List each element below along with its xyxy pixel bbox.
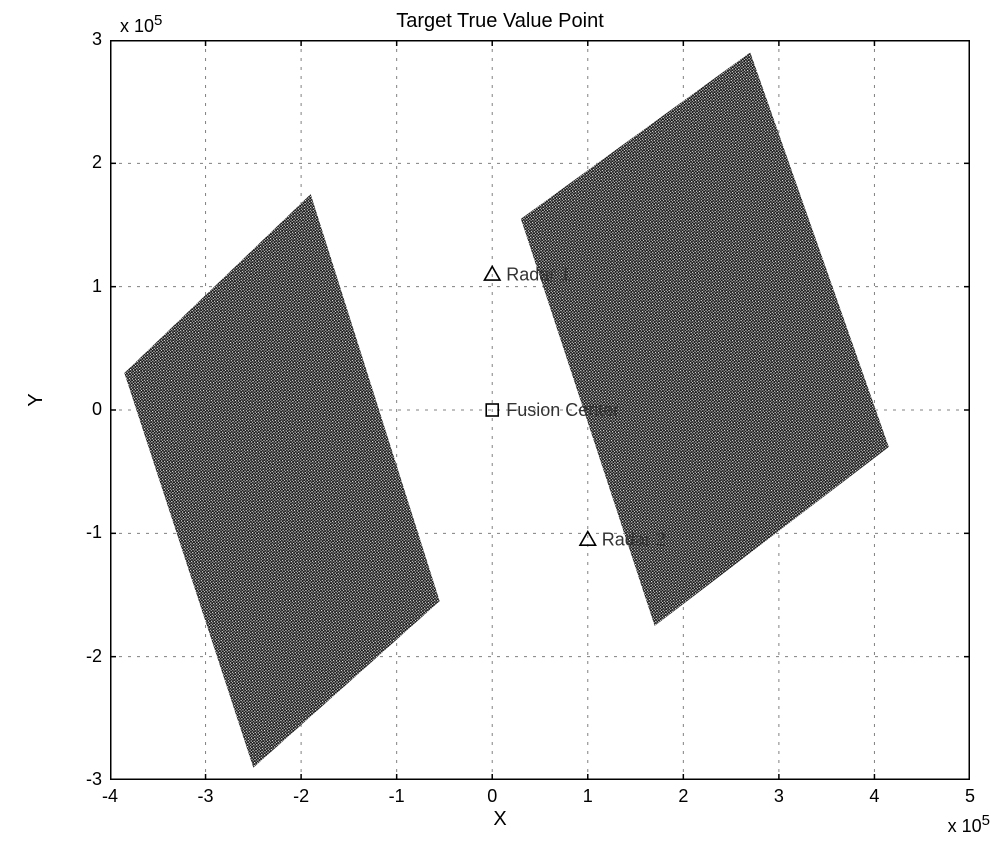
x-exp-sup: 5 <box>982 812 990 829</box>
radar-1-marker-label: Radar 1 <box>506 264 570 284</box>
xtick-label: -3 <box>186 786 226 807</box>
ytick-label: -1 <box>86 522 102 543</box>
chart-title: Target True Value Point <box>0 10 1000 33</box>
fusion-center-marker-label: Fusion Center <box>506 400 619 420</box>
xtick-label: 5 <box>950 786 990 807</box>
x-axis-label-text: X <box>493 808 506 830</box>
xtick-label: 1 <box>568 786 608 807</box>
figure: x 105 Target True Value Point Radar 1Fus… <box>0 0 1000 855</box>
chart-title-text: Target True Value Point <box>396 10 604 32</box>
ytick-label: 1 <box>92 276 102 297</box>
ytick-label: -3 <box>86 769 102 790</box>
xtick-label: 2 <box>663 786 703 807</box>
x-exponent: x 105 <box>948 812 990 837</box>
ytick-label: 2 <box>92 152 102 173</box>
plot-svg: Radar 1 Fusion Center Radar 2 <box>110 40 970 780</box>
x-axis-label: X <box>0 808 1000 831</box>
y-axis-label-text: Y <box>25 393 47 406</box>
xtick-label: 3 <box>759 786 799 807</box>
ytick-label: 3 <box>92 29 102 50</box>
xtick-label: 0 <box>472 786 512 807</box>
y-axis-label: Y <box>25 393 48 406</box>
ytick-label: 0 <box>92 399 102 420</box>
x-exp-text: x 10 <box>948 816 982 836</box>
xtick-label: -2 <box>281 786 321 807</box>
radar-2-marker-label: Radar 2 <box>602 530 666 550</box>
xtick-label: -1 <box>377 786 417 807</box>
ytick-label: -2 <box>86 646 102 667</box>
xtick-label: 4 <box>854 786 894 807</box>
plot-area: Radar 1 Fusion Center Radar 2 <box>110 40 970 780</box>
